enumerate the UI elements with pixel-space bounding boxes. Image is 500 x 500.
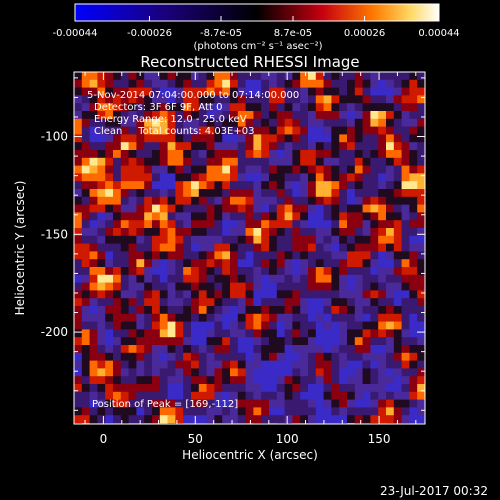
y-tick-label: -150 — [41, 227, 68, 241]
colorbar-tick-label: 0.00044 — [418, 28, 459, 39]
time-range-text: 5-Nov-2014 07:04:00.000 to 07:14:00.000 — [87, 90, 299, 101]
clean-counts-text: Clean Total counts: 4.03E+03 — [94, 126, 254, 137]
colorbar-gradient — [74, 3, 440, 22]
y-axis-label: Heliocentric Y (arcsec) — [13, 181, 27, 316]
colorbar-tick-label: -0.00044 — [53, 28, 98, 39]
colorbar-ticks: -0.00044 -0.00026 -8.7e-05 8.7e-05 0.00026 0.… — [53, 16, 460, 39]
colorbar-tick-label: -0.00026 — [127, 28, 172, 39]
x-axis-label: Heliocentric X (arcsec) — [182, 448, 318, 462]
x-tick-label: 150 — [368, 432, 391, 446]
peak-position-text: Position of Peak = [169,-112] — [92, 399, 238, 410]
y-tick-label: -100 — [41, 130, 68, 144]
footer-timestamp: 23-Jul-2017 00:32 — [380, 484, 488, 498]
detectors-text: Detectors: 3F 6F 9F, Att 0 — [94, 102, 222, 113]
plot-title: Reconstructed RHESSI Image — [140, 53, 359, 71]
x-tick-label: 100 — [276, 432, 299, 446]
x-tick-label: 0 — [100, 432, 108, 446]
rhessi-image — [74, 72, 425, 424]
colorbar-tick-label: 0.00026 — [344, 28, 385, 39]
plot-frame — [73, 71, 426, 425]
y-tick-label: -200 — [41, 325, 68, 339]
colorbar: -0.00044 -0.00026 -8.7e-05 8.7e-05 0.00026 0.… — [53, 3, 460, 52]
annotations: 5-Nov-2014 07:04:00.000 to 07:14:00.000 … — [87, 90, 299, 410]
colorbar-tick-label: 8.7e-05 — [274, 28, 312, 39]
colorbar-units: (photons cm⁻² s⁻¹ asec⁻²) — [193, 41, 322, 52]
axis-ticks: 0 50 100 150 -100 -150 -200 — [41, 72, 425, 446]
x-tick-label: 50 — [188, 432, 203, 446]
colorbar-tick-label: -8.7e-05 — [200, 28, 242, 39]
energy-range-text: Energy Range: 12.0 - 25.0 keV — [94, 114, 247, 125]
